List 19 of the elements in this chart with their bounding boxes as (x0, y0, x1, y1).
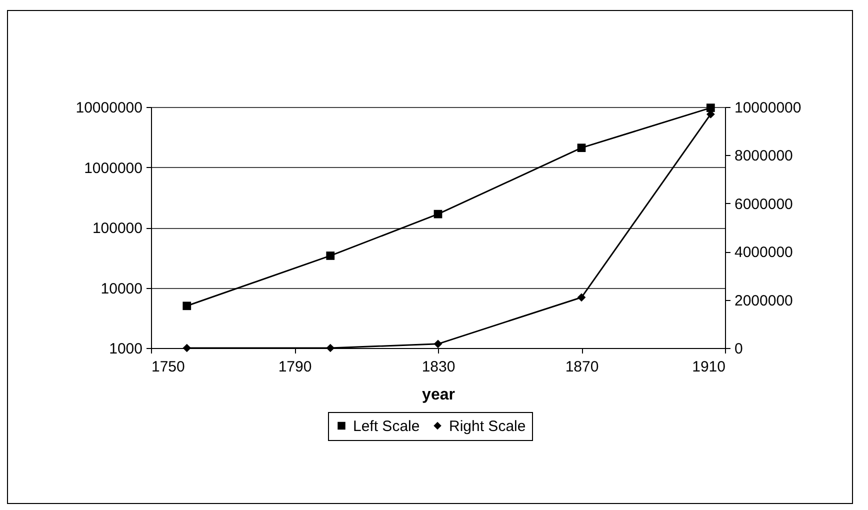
x-axis-title: year (422, 386, 455, 404)
x-tick-label: 1910 (692, 358, 726, 376)
x-tick-label: 1870 (565, 358, 599, 376)
y2-tick-label: 0 (734, 340, 743, 358)
y2-tick-label: 6000000 (734, 196, 793, 213)
x-tick-label: 1790 (278, 358, 312, 376)
y2-tick-label: 2000000 (734, 292, 793, 310)
y-tick-label: 1000 (109, 340, 142, 358)
legend-label: Left Scale (353, 418, 420, 435)
y2-tick-label: 8000000 (734, 148, 793, 165)
y-tick-label: 1000000 (84, 160, 142, 177)
y2-tick-label: 10000000 (734, 100, 802, 116)
x-tick-label: 1750 (152, 358, 185, 376)
y-tick-label: 100000 (92, 220, 142, 237)
y2-tick-label: 4000000 (734, 244, 793, 262)
legend-label: Right Scale (449, 418, 526, 435)
y-tick-label: 10000 (100, 280, 142, 298)
y-tick-label: 10000000 (76, 100, 142, 116)
x-tick-label: 1830 (422, 358, 456, 376)
